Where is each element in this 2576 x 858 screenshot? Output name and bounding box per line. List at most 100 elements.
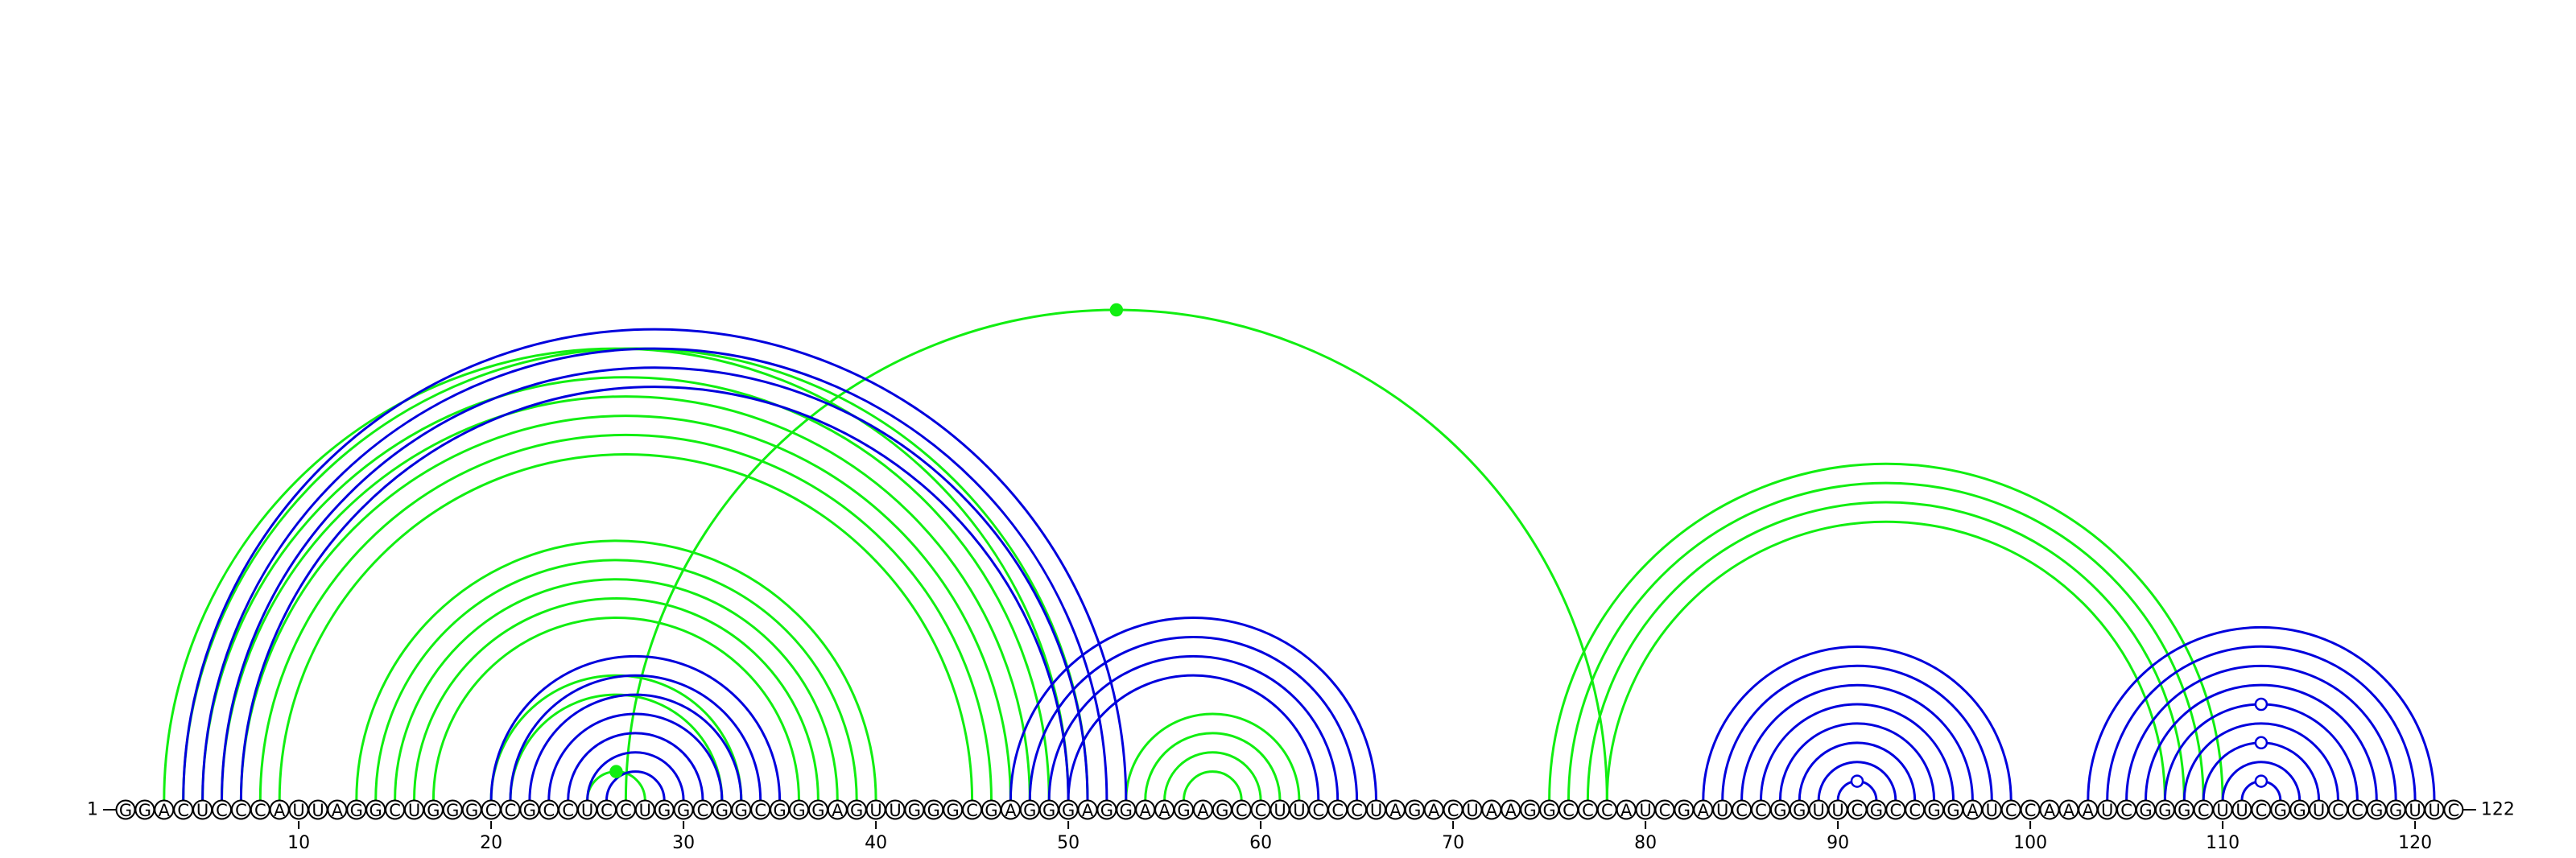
nucleotide: G xyxy=(423,799,444,820)
nucleotide: C xyxy=(1250,799,1271,820)
pair-arc-56-59 xyxy=(1183,770,1243,801)
nucleotide-letter: A xyxy=(1005,801,1017,820)
arc-markers xyxy=(609,303,2268,788)
axis-tick-label: 10 xyxy=(287,833,310,853)
pair-arc-6-51 xyxy=(221,366,1089,801)
pair-arc-7-50 xyxy=(239,386,1070,801)
pair-arc-13-40 xyxy=(355,539,877,801)
nucleotide-letter: A xyxy=(1389,801,1402,820)
pair-arc-55-60 xyxy=(1163,751,1262,801)
nucleotide-letter: C xyxy=(1755,801,1767,820)
nucleotide-letter: C xyxy=(1582,801,1594,820)
nucleotide-letter: C xyxy=(2351,801,2363,820)
nucleotide-letter: A xyxy=(332,801,344,820)
nucleotide: C xyxy=(250,799,270,820)
nucleotide: C xyxy=(385,799,406,820)
nucleotide-letter: C xyxy=(2005,801,2017,820)
nucleotide: G xyxy=(2270,799,2291,820)
pair-arc-16-37 xyxy=(413,597,819,801)
nucleotide-letter: U xyxy=(889,801,901,820)
nucleotide: A xyxy=(2078,799,2099,820)
nucleotide-letter: C xyxy=(697,801,709,820)
nucleotide: G xyxy=(1174,799,1194,820)
nucleotide-letter: C xyxy=(1563,801,1575,820)
nucleotide-letter: G xyxy=(1408,801,1421,820)
nucleotide: U xyxy=(404,799,424,820)
pair-arc-25-30 xyxy=(586,751,685,801)
nucleotide: G xyxy=(1674,799,1695,820)
base-pair-arcs xyxy=(163,308,2436,801)
nucleotide: U xyxy=(885,799,906,820)
nucleotide: G xyxy=(1404,799,1425,820)
nucleotide-letter: G xyxy=(1524,801,1537,820)
nucleotide: G xyxy=(442,799,463,820)
nucleotide: G xyxy=(731,799,752,820)
nucleotide: C xyxy=(1231,799,1252,820)
nucleotide-letter: G xyxy=(2158,801,2171,820)
nucleotide: C xyxy=(962,799,983,820)
pair-arc-21-32 xyxy=(509,693,724,801)
nucleotide-letter: C xyxy=(1331,801,1344,820)
nucleotide: C xyxy=(692,799,713,820)
nucleotide: G xyxy=(1038,799,1059,820)
open-marker xyxy=(2254,774,2268,788)
pair-arc-50-63 xyxy=(1067,674,1320,801)
nucleotide-letter: G xyxy=(811,801,824,820)
nucleotide-letter: G xyxy=(850,801,863,820)
nucleotide: C xyxy=(1577,799,1598,820)
nucleotide: C xyxy=(1596,799,1617,820)
nucleotide: G xyxy=(1924,799,1945,820)
pair-arc-83-99 xyxy=(1702,645,2013,801)
nucleotide: G xyxy=(1769,799,1790,820)
pair-arc-5-52 xyxy=(201,347,1108,801)
nucleotide-letter: U xyxy=(869,801,881,820)
nucleotide-letter: G xyxy=(1927,801,1940,820)
nucleotide: G xyxy=(712,799,733,820)
nucleotide: C xyxy=(173,799,194,820)
nucleotide: C xyxy=(1347,799,1368,820)
nucleotide: G xyxy=(943,799,964,820)
nucleotide: C xyxy=(558,799,579,820)
nucleotide: G xyxy=(346,799,367,820)
nucleotide: A xyxy=(2039,799,2060,820)
axis-tick-label: 100 xyxy=(2013,833,2047,853)
nucleotide: C xyxy=(500,799,521,820)
pair-arc-23-32 xyxy=(547,712,724,801)
nucleotide-letter: C xyxy=(1351,801,1363,820)
nucleotide: A xyxy=(1192,799,1213,820)
axis-tick-label: 50 xyxy=(1057,833,1080,853)
nucleotide: A xyxy=(1154,799,1175,820)
nucleotide: U xyxy=(1462,799,1483,820)
nucleotide-letter: C xyxy=(2448,801,2460,820)
nucleotide: C xyxy=(230,799,251,820)
nucleotide: C xyxy=(2328,799,2348,820)
nucleotide-letter: C xyxy=(1312,801,1324,820)
nucleotide-letter: A xyxy=(2063,801,2075,820)
nucleotide-letter: G xyxy=(947,801,960,820)
nucleotide-letter: U xyxy=(1831,801,1843,820)
nucleotide-letter: G xyxy=(1177,801,1190,820)
nucleotide: G xyxy=(115,799,136,820)
pair-arc-4-53 xyxy=(182,328,1128,801)
nucleotide: U xyxy=(308,799,328,820)
nucleotide: C xyxy=(2116,799,2137,820)
nucleotide: A xyxy=(327,799,348,820)
nucleotide-letter: C xyxy=(601,801,613,820)
axis-tick-label: 120 xyxy=(2398,833,2432,853)
nucleotide: U xyxy=(1827,799,1848,820)
pair-arc-77-108 xyxy=(1586,501,2186,801)
nucleotide-letter: G xyxy=(716,801,729,820)
nucleotide-letter: G xyxy=(1773,801,1786,820)
nucleotide: C xyxy=(750,799,771,820)
nucleotide: G xyxy=(2174,799,2194,820)
nucleotide-letter: C xyxy=(2332,801,2344,820)
nucleotide-letter: G xyxy=(119,801,132,820)
open-marker xyxy=(1850,774,1864,788)
axis-tick-label: 30 xyxy=(672,833,695,853)
pair-arc-6-48 xyxy=(221,395,1031,801)
nucleotide-letter: G xyxy=(908,801,921,820)
nucleotide: G xyxy=(981,799,1001,820)
nucleotide-letter: C xyxy=(543,801,555,820)
pair-arc-76-109 xyxy=(1567,481,2205,801)
